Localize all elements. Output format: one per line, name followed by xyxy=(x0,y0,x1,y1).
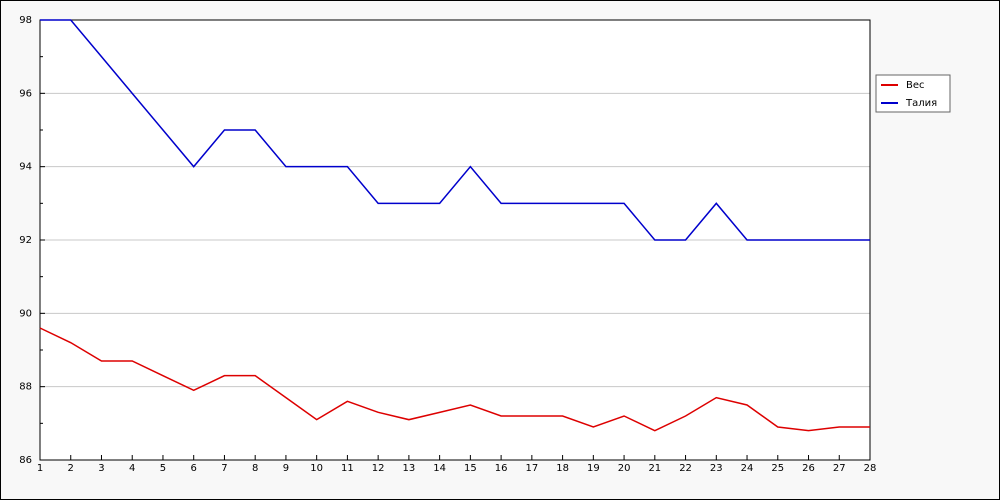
legend-label: Вес xyxy=(906,80,925,91)
x-tick-label: 13 xyxy=(403,463,416,474)
legend-box xyxy=(875,74,951,113)
x-tick-label: 26 xyxy=(802,463,815,474)
y-tick-label: 98 xyxy=(19,15,32,26)
y-tick-label: 92 xyxy=(19,235,32,246)
x-tick-label: 2 xyxy=(68,463,74,474)
x-tick-label: 24 xyxy=(741,463,754,474)
x-tick-label: 18 xyxy=(556,463,569,474)
x-tick-label: 9 xyxy=(283,463,289,474)
x-tick-label: 22 xyxy=(679,463,692,474)
x-tick-label: 27 xyxy=(833,463,846,474)
y-tick-label: 96 xyxy=(19,88,32,99)
x-tick-label: 20 xyxy=(618,463,631,474)
x-tick-label: 10 xyxy=(310,463,323,474)
x-tick-label: 5 xyxy=(160,463,166,474)
x-tick-label: 15 xyxy=(464,463,477,474)
x-tick-label: 1 xyxy=(37,463,43,474)
x-tick-label: 17 xyxy=(525,463,538,474)
y-tick-label: 94 xyxy=(19,162,32,173)
y-tick-label: 90 xyxy=(19,308,32,319)
series-line xyxy=(39,327,870,432)
x-tick-label: 8 xyxy=(252,463,258,474)
x-tick-label: 21 xyxy=(648,463,661,474)
legend-label: Талия xyxy=(905,98,937,109)
y-tick-label: 88 xyxy=(19,382,32,393)
x-tick-label: 11 xyxy=(341,463,354,474)
x-tick-label: 14 xyxy=(433,463,446,474)
x-tick-label: 12 xyxy=(372,463,385,474)
x-tick-label: 3 xyxy=(98,463,104,474)
x-tick-label: 16 xyxy=(495,463,508,474)
x-tick-label: 23 xyxy=(710,463,723,474)
x-tick-label: 19 xyxy=(587,463,600,474)
x-tick-label: 6 xyxy=(191,463,197,474)
y-tick-label: 86 xyxy=(19,455,32,466)
x-tick-label: 7 xyxy=(221,463,227,474)
series-line xyxy=(40,19,870,241)
x-tick-label: 25 xyxy=(771,463,784,474)
x-tick-label: 28 xyxy=(864,463,877,474)
x-tick-label: 4 xyxy=(129,463,135,474)
